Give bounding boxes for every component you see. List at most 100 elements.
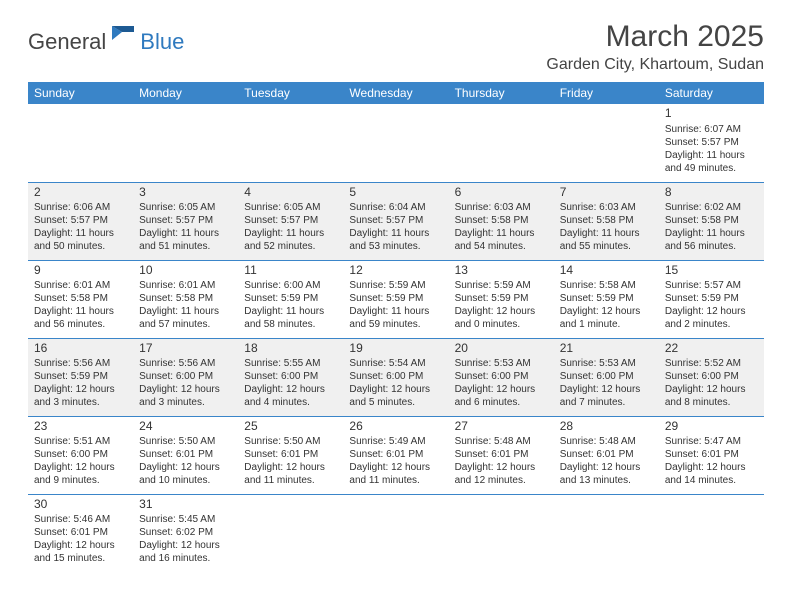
sunset-line: Sunset: 5:59 PM [34,370,127,383]
sunset-line: Sunset: 6:01 PM [139,448,232,461]
day-number: 5 [349,185,442,201]
day-cell [28,104,133,182]
sunset-line: Sunset: 5:57 PM [665,136,758,149]
sunset-line: Sunset: 6:00 PM [560,370,653,383]
day-cell [343,104,448,182]
sunset-line: Sunset: 6:00 PM [244,370,337,383]
day-cell: 16Sunrise: 5:56 AMSunset: 5:59 PMDayligh… [28,338,133,416]
sunset-line: Sunset: 5:57 PM [139,214,232,227]
daylight-line: Daylight: 11 hours and 51 minutes. [139,227,232,253]
day-number: 20 [455,341,548,357]
sunset-line: Sunset: 5:59 PM [244,292,337,305]
daylight-line: Daylight: 12 hours and 4 minutes. [244,383,337,409]
daylight-line: Daylight: 11 hours and 56 minutes. [665,227,758,253]
day-cell: 27Sunrise: 5:48 AMSunset: 6:01 PMDayligh… [449,416,554,494]
day-cell: 7Sunrise: 6:03 AMSunset: 5:58 PMDaylight… [554,182,659,260]
day-number: 3 [139,185,232,201]
dow-mon: Monday [133,82,238,104]
day-cell: 23Sunrise: 5:51 AMSunset: 6:00 PMDayligh… [28,416,133,494]
logo-text-blue: Blue [140,29,184,55]
sunrise-line: Sunrise: 5:53 AM [560,357,653,370]
day-number: 25 [244,419,337,435]
day-cell: 21Sunrise: 5:53 AMSunset: 6:00 PMDayligh… [554,338,659,416]
day-cell [554,494,659,572]
sunrise-line: Sunrise: 6:01 AM [34,279,127,292]
sunrise-line: Sunrise: 5:46 AM [34,513,127,526]
daylight-line: Daylight: 12 hours and 6 minutes. [455,383,548,409]
day-cell [238,494,343,572]
sunrise-line: Sunrise: 6:03 AM [560,201,653,214]
sunrise-line: Sunrise: 5:50 AM [244,435,337,448]
daylight-line: Daylight: 11 hours and 50 minutes. [34,227,127,253]
day-cell: 11Sunrise: 6:00 AMSunset: 5:59 PMDayligh… [238,260,343,338]
sunset-line: Sunset: 5:58 PM [665,214,758,227]
day-number: 18 [244,341,337,357]
sunrise-line: Sunrise: 6:05 AM [244,201,337,214]
day-cell: 18Sunrise: 5:55 AMSunset: 6:00 PMDayligh… [238,338,343,416]
day-cell: 10Sunrise: 6:01 AMSunset: 5:58 PMDayligh… [133,260,238,338]
day-cell [238,104,343,182]
day-cell: 29Sunrise: 5:47 AMSunset: 6:01 PMDayligh… [659,416,764,494]
sunset-line: Sunset: 5:59 PM [665,292,758,305]
dow-sat: Saturday [659,82,764,104]
sunrise-line: Sunrise: 5:59 AM [349,279,442,292]
flag-icon [112,26,138,49]
week-row: 2Sunrise: 6:06 AMSunset: 5:57 PMDaylight… [28,182,764,260]
daylight-line: Daylight: 12 hours and 9 minutes. [34,461,127,487]
day-cell: 5Sunrise: 6:04 AMSunset: 5:57 PMDaylight… [343,182,448,260]
calendar-table: Sunday Monday Tuesday Wednesday Thursday… [28,82,764,572]
sunrise-line: Sunrise: 5:47 AM [665,435,758,448]
daylight-line: Daylight: 12 hours and 16 minutes. [139,539,232,565]
daylight-line: Daylight: 12 hours and 5 minutes. [349,383,442,409]
dow-sun: Sunday [28,82,133,104]
sunset-line: Sunset: 6:00 PM [139,370,232,383]
sunset-line: Sunset: 6:01 PM [455,448,548,461]
daylight-line: Daylight: 12 hours and 11 minutes. [349,461,442,487]
sunrise-line: Sunrise: 5:52 AM [665,357,758,370]
week-row: 30Sunrise: 5:46 AMSunset: 6:01 PMDayligh… [28,494,764,572]
week-row: 1Sunrise: 6:07 AMSunset: 5:57 PMDaylight… [28,104,764,182]
daylight-line: Daylight: 11 hours and 52 minutes. [244,227,337,253]
day-number: 2 [34,185,127,201]
day-number: 21 [560,341,653,357]
day-number: 19 [349,341,442,357]
day-cell: 19Sunrise: 5:54 AMSunset: 6:00 PMDayligh… [343,338,448,416]
day-number: 15 [665,263,758,279]
sunrise-line: Sunrise: 6:06 AM [34,201,127,214]
day-cell: 22Sunrise: 5:52 AMSunset: 6:00 PMDayligh… [659,338,764,416]
day-number: 28 [560,419,653,435]
day-number: 26 [349,419,442,435]
sunrise-line: Sunrise: 5:55 AM [244,357,337,370]
sunset-line: Sunset: 6:00 PM [34,448,127,461]
sunset-line: Sunset: 6:02 PM [139,526,232,539]
daylight-line: Daylight: 12 hours and 2 minutes. [665,305,758,331]
day-number: 10 [139,263,232,279]
sunset-line: Sunset: 5:57 PM [244,214,337,227]
sunset-line: Sunset: 5:58 PM [34,292,127,305]
dow-fri: Friday [554,82,659,104]
week-row: 9Sunrise: 6:01 AMSunset: 5:58 PMDaylight… [28,260,764,338]
sunrise-line: Sunrise: 5:56 AM [34,357,127,370]
daylight-line: Daylight: 12 hours and 1 minute. [560,305,653,331]
daylight-line: Daylight: 12 hours and 3 minutes. [34,383,127,409]
daylight-line: Daylight: 12 hours and 0 minutes. [455,305,548,331]
daylight-line: Daylight: 12 hours and 10 minutes. [139,461,232,487]
sunrise-line: Sunrise: 6:01 AM [139,279,232,292]
daylight-line: Daylight: 12 hours and 14 minutes. [665,461,758,487]
day-number: 24 [139,419,232,435]
day-number: 29 [665,419,758,435]
day-cell: 2Sunrise: 6:06 AMSunset: 5:57 PMDaylight… [28,182,133,260]
day-number: 4 [244,185,337,201]
daylight-line: Daylight: 12 hours and 3 minutes. [139,383,232,409]
day-number: 13 [455,263,548,279]
day-number: 16 [34,341,127,357]
day-number: 17 [139,341,232,357]
daylight-line: Daylight: 12 hours and 13 minutes. [560,461,653,487]
sunrise-line: Sunrise: 6:07 AM [665,123,758,136]
day-cell: 9Sunrise: 6:01 AMSunset: 5:58 PMDaylight… [28,260,133,338]
sunrise-line: Sunrise: 6:04 AM [349,201,442,214]
sunset-line: Sunset: 6:01 PM [665,448,758,461]
day-number: 31 [139,497,232,513]
sunset-line: Sunset: 5:58 PM [139,292,232,305]
sunset-line: Sunset: 5:57 PM [34,214,127,227]
